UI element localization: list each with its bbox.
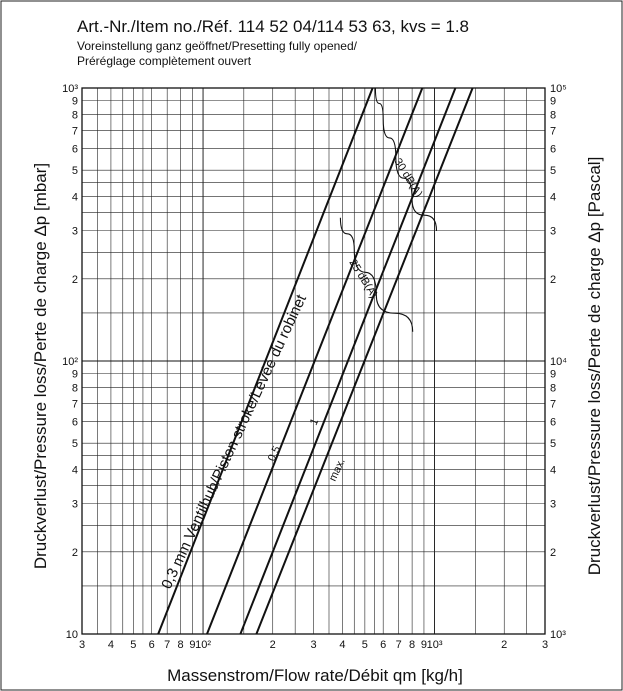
y-tick-label-left: 10²	[62, 356, 78, 368]
y-tick-label-left: 2	[72, 547, 78, 559]
y-tick-label-left: 5	[72, 165, 78, 177]
y-tick-label-right: 5	[550, 165, 556, 177]
y-tick-label-right: 8	[550, 109, 556, 121]
x-tick-label: 9	[189, 639, 195, 651]
y-tick-label-right: 10⁴	[550, 356, 567, 368]
y-tick-label-right: 3	[550, 226, 556, 238]
x-axis-label: Massenstrom/Flow rate/Débit qm [kg/h]	[167, 666, 463, 685]
series-line	[157, 88, 374, 634]
x-tick-label: 5	[130, 639, 136, 651]
x-tick-label: 8	[409, 639, 415, 651]
y-axis-label-right: Druckverlust/Pressure loss/Perte de char…	[585, 157, 604, 576]
x-tick-label: 6	[149, 639, 155, 651]
x-tick-label: 4	[108, 639, 114, 651]
x-tick-label: 8	[178, 639, 184, 651]
y-tick-label-left: 5	[72, 438, 78, 450]
plot-area-border	[81, 87, 546, 635]
x-tick-label: 4	[339, 639, 345, 651]
x-tick-label: 3	[310, 639, 316, 651]
x-tick-label: 6	[380, 639, 386, 651]
chart-subtitle-line-1: Voreinstellung ganz geöffnet/Presetting …	[77, 39, 358, 53]
chart-subtitle-line-2: Préréglage complètement ouvert	[77, 54, 252, 68]
noise-curve-30db	[374, 88, 438, 231]
y-tick-label-left: 2	[72, 274, 78, 286]
y-tick-label-left: 4	[72, 465, 78, 477]
y-tick-label-right: 4	[550, 192, 556, 204]
y-tick-label-left: 4	[72, 192, 78, 204]
y-tick-label-right: 2	[550, 274, 556, 286]
y-tick-label-left: 6	[72, 144, 78, 156]
series-label-0-5: 0,5	[266, 444, 283, 463]
x-tick-label: 2	[270, 639, 276, 651]
y-tick-label-right: 7	[550, 125, 556, 137]
x-tick-labels: 3 4 5 6 7 8 9 10² 2 3 4 5 6 7 8 9 10³ 2 3	[79, 639, 548, 651]
y-axis-label-left: Druckverlust/Pressure loss/Perte de char…	[31, 163, 50, 569]
noise-curve-25db	[339, 217, 414, 332]
x-tick-label: 9	[421, 639, 427, 651]
y-tick-label-left: 7	[72, 125, 78, 137]
y-tick-label-left: 3	[72, 226, 78, 238]
series-label-1: 1	[308, 417, 321, 428]
y-tick-label-left: 9	[72, 368, 78, 380]
series-line	[255, 88, 474, 634]
x-tick-label: 3	[79, 639, 85, 651]
y-tick-label-right: 7	[550, 398, 556, 410]
y-tick-label-right: 9	[550, 368, 556, 380]
x-tick-label: 10³	[427, 639, 443, 651]
y-tick-label-left: 6	[72, 417, 78, 429]
y-tick-label-left: 3	[72, 499, 78, 511]
x-tick-label: 3	[542, 639, 548, 651]
y-tick-label-left: 10	[66, 629, 78, 641]
series-line	[206, 88, 424, 634]
y-tick-label-right: 9	[550, 95, 556, 107]
x-tick-label: 7	[164, 639, 170, 651]
x-tick-label: 10²	[195, 639, 211, 651]
y-tick-label-left: 9	[72, 95, 78, 107]
y-tick-label-right: 5	[550, 438, 556, 450]
y-tick-label-left: 7	[72, 398, 78, 410]
x-tick-label: 2	[501, 639, 507, 651]
y-tick-label-left: 8	[72, 382, 78, 394]
x-tick-label: 7	[396, 639, 402, 651]
chart-title: Art.-Nr./Item no./Réf. 114 52 04/114 53 …	[77, 17, 469, 36]
plot-border	[81, 87, 546, 635]
y-tick-label-left: 10³	[62, 83, 78, 95]
curves	[157, 88, 474, 634]
y-tick-label-left: 8	[72, 109, 78, 121]
y-tick-label-right: 4	[550, 465, 556, 477]
y-tick-label-right: 8	[550, 382, 556, 394]
x-tick-label: 5	[362, 639, 368, 651]
y-tick-label-right: 6	[550, 144, 556, 156]
y-tick-label-right: 3	[550, 499, 556, 511]
series-line	[239, 88, 457, 634]
y-tick-label-right: 6	[550, 417, 556, 429]
y-tick-label-right: 10³	[550, 629, 566, 641]
y-tick-label-right: 10⁵	[550, 83, 567, 95]
grid	[81, 87, 546, 635]
y-tick-label-right: 2	[550, 547, 556, 559]
